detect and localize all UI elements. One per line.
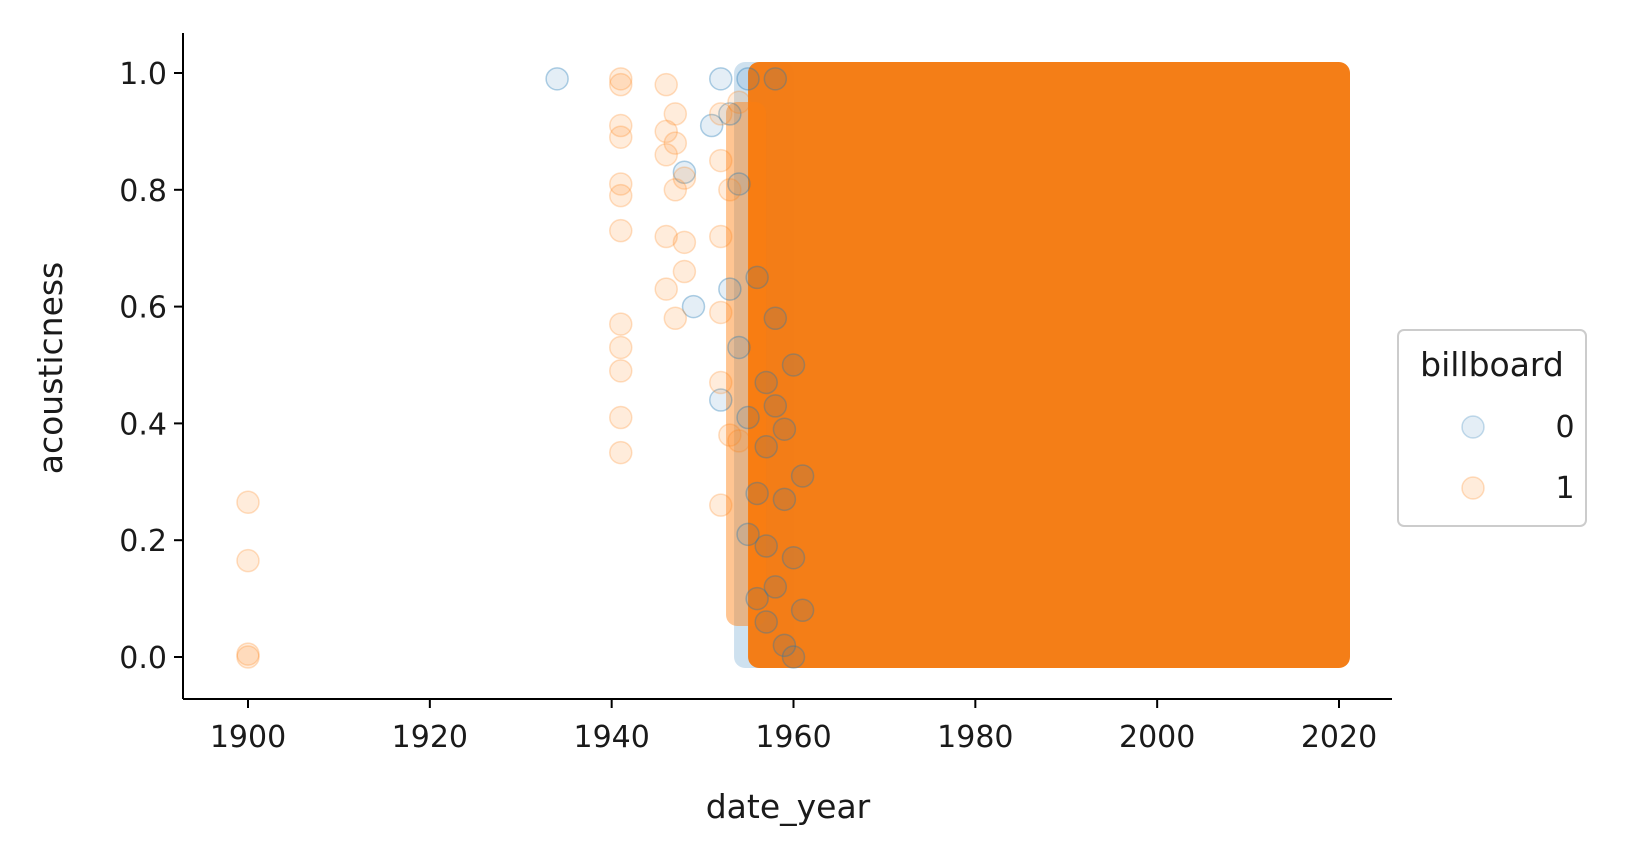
series-0-point bbox=[754, 534, 778, 558]
series-0-point bbox=[763, 67, 788, 91]
series-1-point bbox=[709, 300, 733, 325]
x-tick-label: 1960 bbox=[755, 720, 831, 755]
series-0-point bbox=[745, 481, 769, 506]
x-tick-label: 2000 bbox=[1119, 720, 1195, 755]
series-1-point bbox=[609, 125, 633, 149]
series-1-point bbox=[654, 224, 678, 249]
series-1-point bbox=[609, 440, 633, 465]
legend-frame bbox=[1397, 329, 1587, 527]
legend-marker-0 bbox=[1461, 415, 1485, 439]
series-1-point bbox=[663, 306, 688, 331]
series-0-point bbox=[699, 113, 724, 138]
series-1-point bbox=[654, 277, 678, 301]
axes bbox=[182, 33, 1392, 700]
y-tick-label: 0.8 bbox=[119, 174, 167, 209]
series-1-point bbox=[663, 131, 688, 155]
series-1-point bbox=[709, 224, 733, 249]
series-0-point bbox=[754, 370, 778, 395]
series-0-point bbox=[763, 575, 788, 599]
x-tick-label: 1980 bbox=[937, 720, 1013, 755]
series-1-point bbox=[672, 230, 697, 255]
series-0-point bbox=[754, 610, 778, 634]
series-0-point bbox=[772, 487, 797, 512]
series-1-point bbox=[236, 645, 260, 669]
series-0-point bbox=[709, 67, 733, 91]
series-1-point bbox=[609, 312, 633, 336]
series-0-point bbox=[745, 586, 769, 611]
series-0-point bbox=[781, 353, 806, 377]
legend: billboard 0 1 bbox=[1397, 329, 1587, 527]
legend-label-0: 0 bbox=[1555, 410, 1574, 445]
y-tick-label: 0.0 bbox=[119, 641, 167, 676]
series-1-point bbox=[727, 90, 751, 114]
x-ticks: 1900 1920 1940 1960 1980 2000 2020 bbox=[210, 699, 1377, 755]
y-tick-label: 0.4 bbox=[119, 407, 167, 442]
series-0-point bbox=[781, 545, 806, 570]
series-0-point bbox=[790, 464, 815, 488]
series-1-dense-region bbox=[748, 62, 1350, 668]
series-0-point bbox=[781, 645, 806, 669]
series-1-point bbox=[709, 493, 733, 517]
x-tick-label: 1920 bbox=[392, 720, 468, 755]
series-0-point bbox=[790, 598, 815, 623]
series-1-point bbox=[663, 178, 688, 202]
y-tick-label: 1.0 bbox=[119, 57, 167, 92]
series-1-point bbox=[609, 113, 633, 138]
plot-points bbox=[236, 62, 1350, 669]
series-0-point bbox=[718, 277, 742, 301]
series-0-point bbox=[709, 388, 733, 412]
series-1-point bbox=[654, 119, 678, 144]
legend-marker-1 bbox=[1461, 476, 1485, 500]
series-0-point bbox=[772, 417, 797, 441]
series-0-point bbox=[545, 67, 569, 91]
series-1-point bbox=[718, 178, 742, 202]
series-1-dense-edge bbox=[726, 102, 767, 626]
series-0-point bbox=[727, 335, 751, 360]
legend-label-1: 1 bbox=[1555, 471, 1574, 506]
series-1-point bbox=[709, 102, 733, 126]
series-1-point bbox=[663, 102, 688, 126]
series-0-point bbox=[736, 522, 760, 547]
series-0-point bbox=[736, 405, 760, 430]
x-tick-label: 1940 bbox=[573, 720, 649, 755]
series-1-point bbox=[672, 166, 697, 190]
series-1-point bbox=[654, 72, 678, 97]
series-0-point bbox=[772, 633, 797, 658]
series-1-point bbox=[609, 335, 633, 360]
series-0-point bbox=[763, 394, 788, 418]
y-tick-label: 0.6 bbox=[119, 291, 167, 326]
series-1-point bbox=[236, 490, 260, 514]
x-tick-label: 2020 bbox=[1301, 720, 1377, 755]
y-axis-label: acousticness bbox=[31, 262, 70, 475]
series-1-point bbox=[718, 423, 742, 447]
series-0-point bbox=[718, 102, 742, 126]
series-0-point bbox=[727, 172, 751, 196]
series-0-point bbox=[681, 294, 706, 319]
series-1-point bbox=[609, 359, 633, 383]
series-1-point bbox=[609, 405, 633, 430]
series-1-point bbox=[672, 259, 697, 284]
x-axis-label: date_year bbox=[706, 787, 871, 826]
series-1-point bbox=[609, 72, 633, 97]
series-1-point bbox=[609, 183, 633, 208]
series-0-point bbox=[745, 265, 769, 290]
series-0-point bbox=[763, 306, 788, 331]
x-tick-label: 1900 bbox=[210, 720, 286, 755]
y-tick-label: 0.2 bbox=[119, 524, 167, 559]
series-1-point bbox=[236, 548, 260, 573]
series-0-point bbox=[672, 160, 697, 185]
series-1-point bbox=[654, 143, 678, 167]
series-1-point bbox=[727, 429, 751, 453]
series-1-point bbox=[709, 148, 733, 173]
series-1-point bbox=[709, 370, 733, 395]
series-1-point bbox=[609, 218, 633, 243]
series-1-point bbox=[609, 67, 633, 91]
series-1-point bbox=[609, 172, 633, 196]
series-0-point bbox=[754, 435, 778, 459]
legend-title: billboard bbox=[1420, 345, 1564, 384]
series-1-point bbox=[236, 642, 260, 666]
series-0-point bbox=[736, 67, 760, 91]
y-ticks: 0.0 0.2 0.4 0.6 0.8 1.0 bbox=[119, 57, 183, 676]
